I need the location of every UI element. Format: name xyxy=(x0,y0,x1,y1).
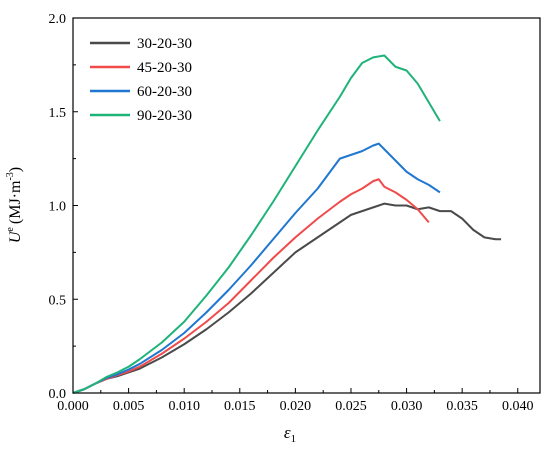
x-axis-label-main: ε xyxy=(284,423,291,442)
x-tick-label: 0.030 xyxy=(391,399,423,414)
legend-label: 45-20-30 xyxy=(137,60,192,76)
y-tick-label: 2.0 xyxy=(49,12,67,27)
series-line-90-20-30 xyxy=(72,54,441,394)
series-line-45-20-30 xyxy=(72,178,430,394)
x-axis-label: ε1 xyxy=(284,423,296,445)
legend-label: 90-20-30 xyxy=(137,108,192,124)
y-axis-label-unit-end: ) xyxy=(7,167,24,172)
legend: 30-20-30 45-20-30 60-20-30 90-20-30 xyxy=(90,36,192,124)
y-tick-label: 1.5 xyxy=(49,106,67,121)
y-tick-label: 0.0 xyxy=(49,387,67,402)
x-axis-label-sub: 1 xyxy=(291,433,297,445)
x-tick-label: 0.020 xyxy=(280,399,312,414)
y-axis-label-unit-sup: -3 xyxy=(5,172,16,180)
legend-label: 60-20-30 xyxy=(137,84,192,100)
y-axis-label-main: U xyxy=(7,230,24,243)
series-line-60-20-30 xyxy=(72,142,441,394)
y-axis-label-unit: (MJ·m xyxy=(7,180,24,224)
y-axis-label-sup: e xyxy=(5,227,16,232)
x-tick-label: 0.000 xyxy=(57,399,89,414)
y-axis-ticks: 0.0 0.5 1.0 1.5 2.0 xyxy=(49,12,78,402)
y-axis-label: Ue (MJ·m-3) xyxy=(5,167,24,243)
x-tick-label: 0.005 xyxy=(113,399,145,414)
x-tick-label: 0.040 xyxy=(502,399,534,414)
x-tick-label: 0.035 xyxy=(446,399,478,414)
x-tick-label: 0.015 xyxy=(224,399,256,414)
legend-label: 30-20-30 xyxy=(137,36,192,52)
y-tick-label: 0.5 xyxy=(49,293,67,308)
x-tick-label: 0.010 xyxy=(168,399,200,414)
x-tick-label: 0.025 xyxy=(335,399,367,414)
y-tick-label: 1.0 xyxy=(49,200,67,215)
series-layer xyxy=(72,54,502,394)
x-axis-ticks: 0.000 0.005 0.010 0.015 0.020 0.025 0.030 0.035… xyxy=(57,388,534,414)
